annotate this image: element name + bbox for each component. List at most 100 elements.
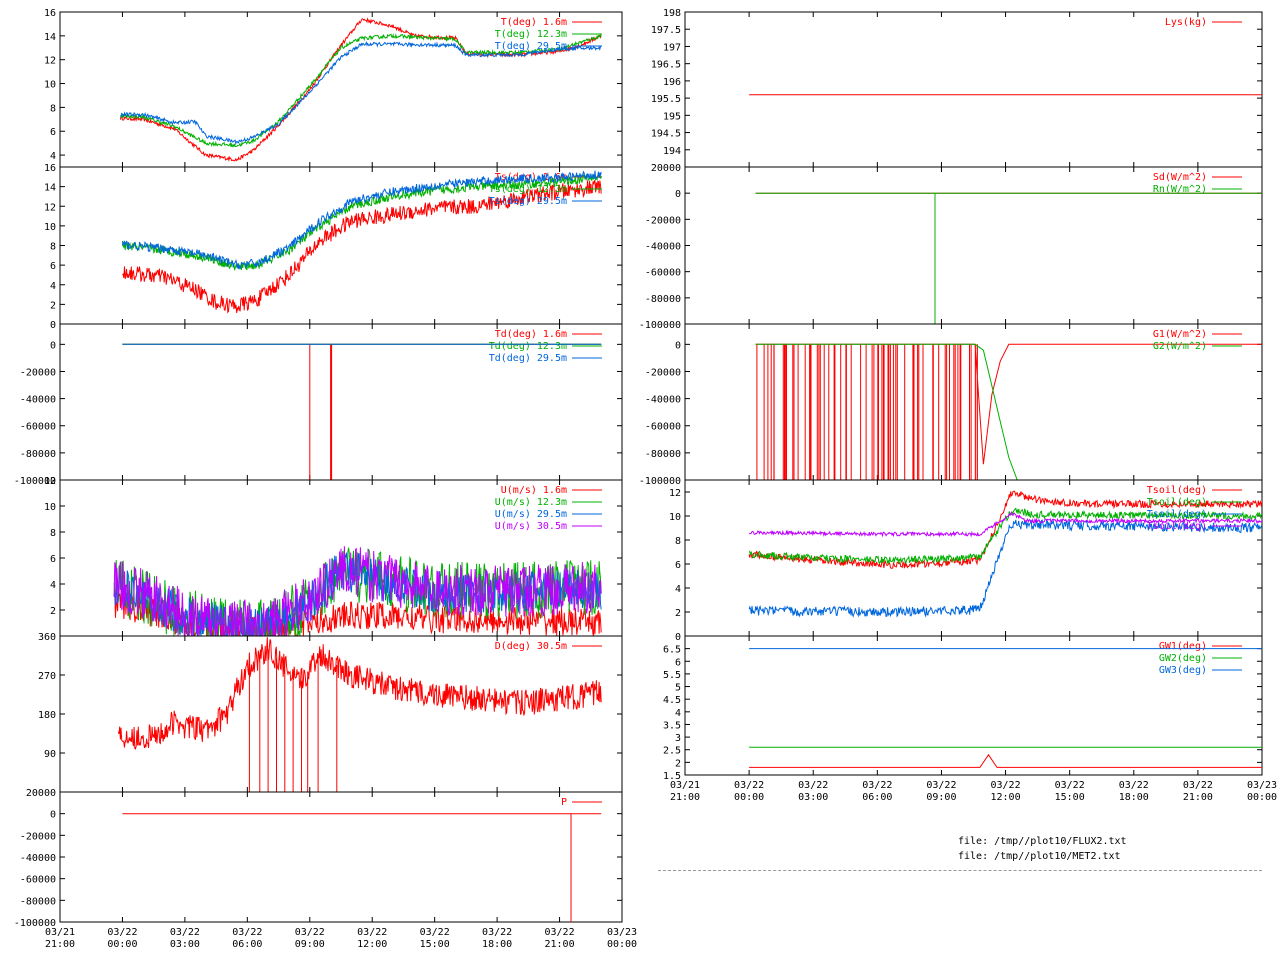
x-tick-label-date: 03/22 bbox=[991, 780, 1021, 791]
y-tick-label: 20000 bbox=[651, 163, 681, 174]
x-tick-label-time: 15:00 bbox=[1055, 792, 1085, 803]
y-tick-label: -20000 bbox=[20, 367, 56, 378]
plot-frame bbox=[684, 11, 1263, 168]
y-tick-label: -100000 bbox=[639, 476, 681, 487]
x-tick-label-date: 03/22 bbox=[420, 927, 450, 938]
y-tick-label: -40000 bbox=[20, 853, 56, 864]
y-tick-label: 5 bbox=[675, 683, 681, 694]
x-tick-label-date: 03/22 bbox=[107, 927, 137, 938]
y-tick-label: 16 bbox=[44, 8, 56, 19]
series-line bbox=[122, 179, 602, 314]
separator-line bbox=[658, 870, 1262, 871]
series-line bbox=[755, 343, 1262, 480]
x-tick-label-time: 12:00 bbox=[991, 792, 1021, 803]
y-tick-label: -60000 bbox=[645, 422, 681, 433]
x-tick-label-time: 09:00 bbox=[295, 939, 325, 950]
y-tick-label: 2 bbox=[675, 758, 681, 769]
x-tick-label-time: 15:00 bbox=[420, 939, 450, 950]
y-tick-label: 195 bbox=[663, 111, 681, 122]
y-tick-label: 14 bbox=[44, 183, 56, 194]
y-tick-label: 8 bbox=[50, 528, 56, 539]
y-tick-label: -80000 bbox=[645, 294, 681, 305]
y-tick-label: 195.5 bbox=[651, 94, 681, 105]
chart-panel-11: 1.522.533.544.555.566.503/2121:0003/2200… bbox=[663, 635, 1277, 803]
legend-label: U(m/s) 12.3m bbox=[495, 497, 567, 508]
x-tick-label-date: 03/22 bbox=[295, 927, 325, 938]
y-tick-label: 6 bbox=[675, 657, 681, 668]
plot-frame bbox=[59, 635, 623, 793]
series-line bbox=[749, 753, 1262, 768]
x-tick-label-date: 03/22 bbox=[798, 780, 828, 791]
y-tick-label: -60000 bbox=[20, 875, 56, 886]
x-tick-label-time: 18:00 bbox=[482, 939, 512, 950]
y-tick-label: 2 bbox=[50, 300, 56, 311]
y-tick-label: 0 bbox=[50, 320, 56, 331]
y-tick-label: 4 bbox=[50, 151, 56, 162]
series-line bbox=[122, 813, 602, 922]
legend-label: T(deg) 12.3m bbox=[495, 29, 567, 40]
y-tick-label: -40000 bbox=[645, 242, 681, 253]
file-name-flux: file: /tmp//plot10/FLUX2.txt bbox=[958, 836, 1127, 847]
chart-panel-9: -100000 -80000 -60000 -40000 -20000 0 G1(W/m^2… bbox=[639, 323, 1263, 487]
x-tick-label-date: 03/21 bbox=[45, 927, 75, 938]
x-tick-label-date: 03/22 bbox=[170, 927, 200, 938]
chart-panel-7: 194 194.5 195 195.5 196 196.5 197 197.5 198 Lys(k… bbox=[651, 8, 1263, 168]
legend-label: Td(deg) 1.6m bbox=[495, 329, 567, 340]
x-tick-label-date: 03/22 bbox=[734, 780, 764, 791]
legend-label: Rn(W/m^2) bbox=[1153, 184, 1207, 195]
y-tick-label: -40000 bbox=[645, 395, 681, 406]
x-tick-label-date: 03/22 bbox=[862, 780, 892, 791]
y-tick-label: -20000 bbox=[645, 367, 681, 378]
y-tick-label: 194.5 bbox=[651, 129, 681, 140]
x-tick-label-time: 18:00 bbox=[1119, 792, 1149, 803]
y-tick-label: 4 bbox=[50, 281, 56, 292]
file-name-met: file: /tmp//plot10/MET2.txt bbox=[958, 851, 1121, 862]
y-tick-label: -60000 bbox=[20, 422, 56, 433]
y-tick-label: 1.5 bbox=[663, 771, 681, 782]
legend-label: P bbox=[561, 797, 567, 808]
x-tick-label-time: 21:00 bbox=[45, 939, 75, 950]
chart-panel-6: -100000 -80000 -60000 -40000 -20000 0 20000 03/… bbox=[14, 788, 637, 950]
y-tick-label: 0 bbox=[675, 340, 681, 351]
y-tick-label: 16 bbox=[44, 163, 56, 174]
x-tick-label-date: 03/23 bbox=[607, 927, 637, 938]
y-tick-label: 4 bbox=[50, 580, 56, 591]
y-tick-label: 0 bbox=[675, 189, 681, 200]
x-tick-label-date: 03/22 bbox=[357, 927, 387, 938]
legend-label: U(m/s) 29.5m bbox=[495, 509, 567, 520]
y-tick-label: 0 bbox=[50, 810, 56, 821]
y-tick-label: -80000 bbox=[645, 449, 681, 460]
chart-panel-5: 90 180 270 360 D(deg) 30.5m bbox=[38, 632, 623, 793]
y-tick-label: 12 bbox=[669, 488, 681, 499]
x-tick-label-time: 21:00 bbox=[670, 792, 700, 803]
y-tick-label: 3.5 bbox=[663, 720, 681, 731]
y-tick-label: 8 bbox=[675, 536, 681, 547]
y-tick-label: 8 bbox=[50, 242, 56, 253]
legend-label: Lys(kg) bbox=[1165, 17, 1207, 28]
legend-label: G2(W/m^2) bbox=[1153, 341, 1207, 352]
y-tick-label: -20000 bbox=[20, 831, 56, 842]
y-tick-label: 2.5 bbox=[663, 746, 681, 757]
y-tick-label: 198 bbox=[663, 8, 681, 19]
series-line bbox=[113, 592, 602, 636]
y-tick-label: 10 bbox=[44, 80, 56, 91]
y-tick-label: 12 bbox=[44, 476, 56, 487]
chart-panel-1: 4 6 8 10 12 14 16 T(deg) 1.6mT(deg) 12.3mT(deg)… bbox=[44, 8, 623, 168]
x-tick-label-date: 03/22 bbox=[1055, 780, 1085, 791]
y-tick-label: 12 bbox=[44, 202, 56, 213]
series-line bbox=[748, 490, 1262, 569]
y-tick-label: 196 bbox=[663, 77, 681, 88]
series-line bbox=[755, 192, 1262, 324]
y-tick-label: 194 bbox=[663, 146, 681, 157]
legend-label: U(m/s) 1.6m bbox=[501, 485, 567, 496]
chart-panel-8: -100000 -80000 -60000 -40000 -20000 0 20000 Sd(… bbox=[639, 163, 1263, 331]
y-tick-label: 10 bbox=[44, 502, 56, 513]
x-tick-label-date: 03/22 bbox=[232, 927, 262, 938]
y-tick-label: 197.5 bbox=[651, 25, 681, 36]
legend-label: U(m/s) 30.5m bbox=[495, 521, 567, 532]
x-tick-label-date: 03/22 bbox=[545, 927, 575, 938]
legend-label: Td(deg) 29.5m bbox=[489, 353, 567, 364]
legend-label: Ts(deg) 12.3m bbox=[489, 184, 567, 195]
series-line bbox=[120, 40, 602, 146]
